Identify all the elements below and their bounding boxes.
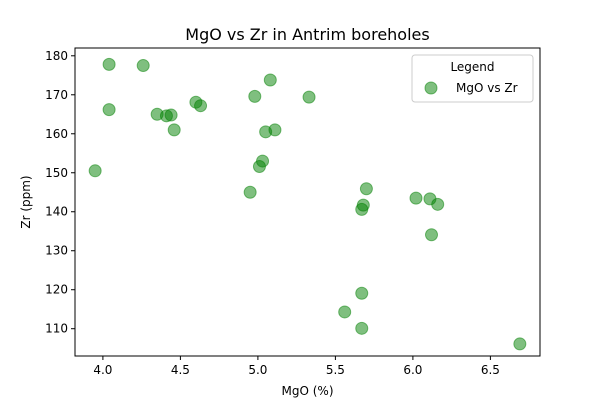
data-point [302, 90, 316, 104]
legend: Legend MgO vs Zr [411, 54, 534, 103]
data-point [356, 198, 370, 212]
y-axis-label: Zr (ppm) [19, 175, 33, 228]
y-tick-label: 130 [45, 244, 68, 258]
data-point [256, 154, 270, 168]
data-point [338, 305, 352, 319]
data-point [263, 73, 277, 87]
data-point [355, 321, 369, 335]
data-point [268, 123, 282, 137]
y-tick-label: 160 [45, 127, 68, 141]
x-tick-label: 5.5 [326, 363, 345, 377]
data-point [88, 164, 102, 178]
plot-frame [74, 47, 541, 357]
data-point [136, 59, 150, 73]
y-tick-label: 140 [45, 205, 68, 219]
y-tick-label: 110 [45, 322, 68, 336]
data-point [167, 123, 181, 137]
y-axis: 110 120 130 140 150 160 170 180 [45, 49, 75, 336]
x-tick-label: 5.0 [248, 363, 267, 377]
x-axis: 4.0 4.5 5.0 5.5 6.0 6.5 [93, 356, 500, 377]
data-point [248, 89, 262, 103]
data-point [102, 103, 116, 117]
plot-area [88, 57, 527, 351]
legend-marker [424, 81, 438, 95]
x-tick-label: 4.5 [171, 363, 190, 377]
x-tick-label: 4.0 [93, 363, 112, 377]
data-point [102, 57, 116, 71]
legend-title: Legend [450, 60, 494, 74]
legend-box [411, 54, 534, 103]
data-point [425, 228, 438, 242]
legend-entry-label: MgO vs Zr [456, 81, 518, 95]
data-point [431, 197, 445, 211]
data-point [359, 182, 373, 196]
data-point [409, 191, 423, 205]
y-tick-label: 180 [45, 49, 68, 63]
y-tick-label: 150 [45, 166, 68, 180]
data-point [243, 185, 257, 199]
data-point [513, 337, 527, 351]
data-point [355, 286, 369, 300]
data-point [194, 99, 208, 113]
y-tick-label: 170 [45, 88, 68, 102]
chart-title: MgO vs Zr in Antrim boreholes [185, 25, 429, 44]
data-point [164, 108, 178, 122]
y-tick-label: 120 [45, 283, 68, 297]
x-tick-label: 6.0 [403, 363, 422, 377]
x-axis-label: MgO (%) [282, 384, 334, 398]
x-tick-label: 6.5 [481, 363, 500, 377]
